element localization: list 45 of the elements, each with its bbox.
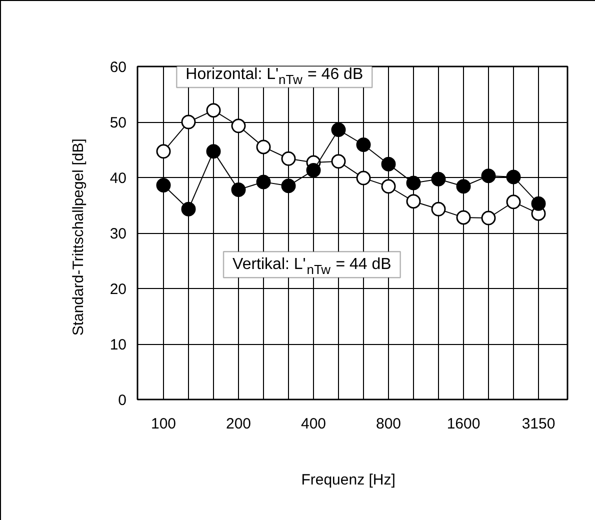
point [456, 179, 471, 194]
point [331, 154, 346, 169]
point [506, 194, 521, 210]
point [406, 194, 421, 209]
point [281, 151, 296, 166]
y-tick-label: 30 [110, 226, 127, 242]
y-tick-label: 10 [110, 336, 127, 354]
point [506, 170, 521, 184]
point [206, 144, 221, 159]
point [206, 103, 221, 118]
point [356, 170, 371, 186]
point [181, 202, 196, 216]
y-tick-label: 50 [110, 114, 127, 132]
point [481, 210, 496, 226]
point [431, 202, 446, 216]
y-tick-label: 20 [110, 281, 127, 298]
point [306, 163, 321, 178]
point [356, 138, 371, 152]
point [256, 174, 271, 190]
point [456, 210, 471, 225]
point [156, 144, 171, 159]
y-tick-label: 40 [110, 170, 127, 187]
y-tick-label: 0 [118, 392, 126, 409]
point [156, 178, 171, 193]
x-axis-title: Frequenz [Hz] [301, 472, 396, 488]
x-tick-label: 200 [226, 416, 252, 432]
point [381, 179, 396, 194]
point [331, 122, 346, 138]
point [281, 178, 296, 194]
point [531, 196, 546, 211]
point [256, 140, 271, 154]
point [381, 156, 396, 172]
point [406, 176, 421, 190]
y-axis-title: Standard-Trittschallpegel [dB] [70, 138, 87, 336]
x-tick-label: 1600 [446, 416, 480, 432]
point [481, 168, 496, 184]
x-tick-label: 400 [300, 416, 326, 432]
x-tick-label: 800 [376, 416, 402, 432]
x-tick-label: 100 [150, 416, 176, 432]
point [231, 182, 246, 197]
x-tick-label: 3150 [522, 416, 556, 432]
point [431, 172, 446, 186]
y-tick-label: 60 [110, 59, 127, 76]
point [181, 114, 196, 130]
point [231, 118, 246, 134]
